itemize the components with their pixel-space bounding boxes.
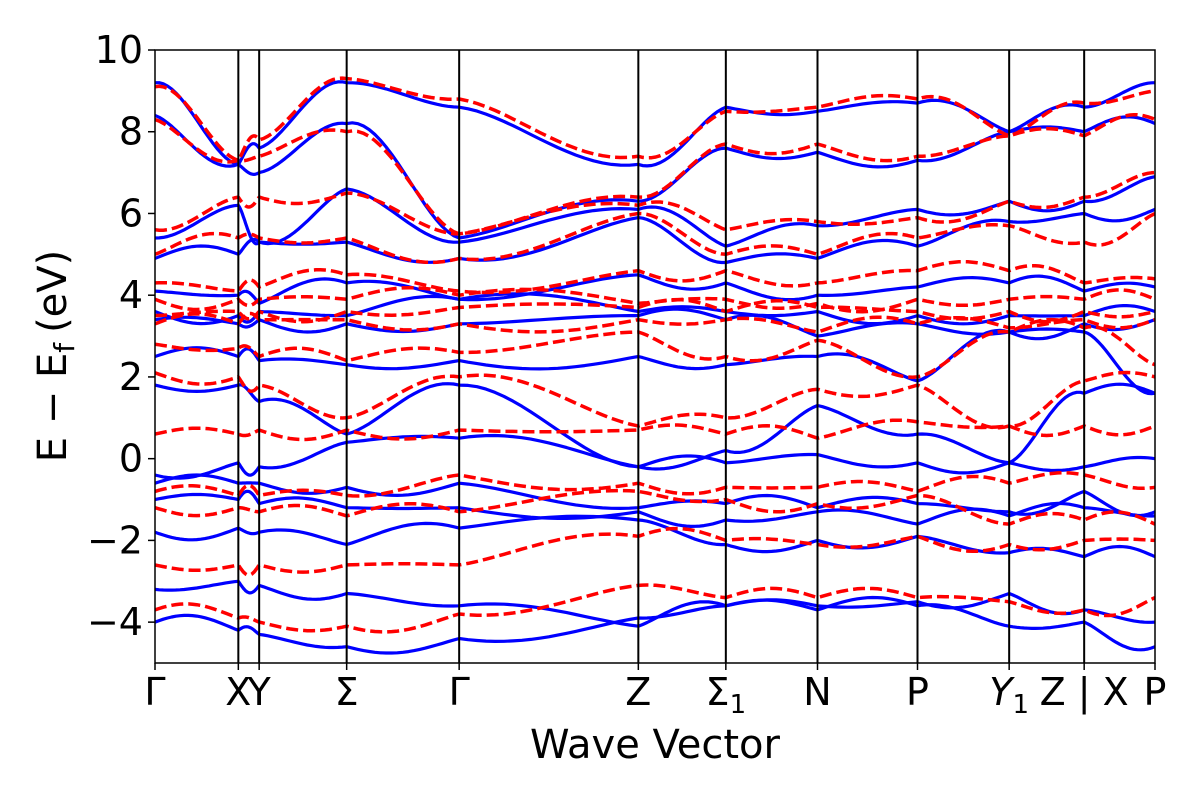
bands-layer — [155, 76, 1155, 655]
x-tick-label-text: Z — [625, 670, 651, 714]
x-axis-label: Wave Vector — [530, 722, 781, 768]
y-tick-label: 6 — [119, 191, 143, 235]
dashed-band-line — [155, 418, 1155, 442]
x-tick-label-text: Y — [247, 670, 272, 714]
y-tick-label: −4 — [87, 600, 143, 644]
y-tick-label: 10 — [95, 28, 143, 72]
x-tick-label: P — [906, 670, 929, 714]
solid-band-line — [155, 433, 1155, 480]
x-tick-label: Σ — [335, 670, 359, 714]
plot-background — [155, 50, 1155, 663]
x-tick-label: X — [225, 670, 251, 714]
solid-band-line — [155, 579, 1155, 628]
plot-frame — [154, 49, 1156, 664]
y-axis-label-main: E − E — [30, 353, 76, 463]
x-tick-label: P — [1144, 670, 1167, 714]
x-tick-label: Y — [247, 670, 272, 714]
x-tick-label-text: Σ — [335, 670, 359, 714]
x-tick-label: Σ1 — [706, 670, 747, 720]
x-tick-label-text: X — [225, 670, 251, 714]
y-tick-label: 8 — [119, 110, 143, 154]
x-tick-label-text: P — [906, 670, 929, 714]
y-axis-label-unit: (eV) — [30, 250, 76, 333]
dashed-band-line — [155, 370, 1155, 430]
x-tick-label-subscript: 1 — [1013, 690, 1030, 720]
x-tick-label-subscript: 1 — [730, 690, 747, 720]
y-tick-label: 2 — [119, 355, 143, 399]
dashed-band-line — [155, 259, 1155, 295]
x-tick-label-text: Y — [989, 670, 1015, 714]
dashed-band-line — [155, 285, 1155, 314]
dashed-band-line — [155, 526, 1155, 577]
solid-band-line — [155, 382, 1155, 471]
solid-band-line — [155, 514, 1155, 559]
dashed-band-line — [155, 76, 1155, 163]
x-tick-label-text: N — [803, 670, 831, 714]
solid-band-line — [155, 595, 1155, 655]
x-tick-label-text: Γ — [449, 670, 470, 714]
dashed-band-line — [155, 471, 1155, 498]
dashed-band-line — [155, 170, 1155, 236]
x-tick-label-text: P — [1144, 670, 1167, 714]
x-tick-label: Z — [625, 670, 651, 714]
x-tick-label: Y1 — [989, 670, 1029, 720]
y-axis-label: E − Ef (eV) — [30, 250, 81, 463]
x-tick-label: Z | X — [1040, 670, 1129, 715]
x-tick-label: N — [803, 670, 831, 714]
y-tick-label: −2 — [87, 518, 143, 562]
solid-band-line — [155, 273, 1155, 305]
y-tick-label: 4 — [119, 273, 143, 317]
y-axis-label-subscript: f — [48, 342, 81, 353]
dashed-band-line — [155, 488, 1155, 526]
solid-band-line — [155, 307, 1155, 341]
x-tick-label-text: Σ — [706, 670, 730, 714]
solid-band-line — [155, 489, 1155, 528]
solid-band-line — [155, 207, 1155, 265]
y-tick-label: 0 — [119, 437, 143, 481]
dashed-band-line — [155, 583, 1155, 634]
dashed-band-line — [155, 211, 1155, 265]
high-symmetry-lines — [237, 50, 1086, 663]
x-tick-label-text: Z | X — [1040, 670, 1129, 715]
x-tick-label: Γ — [449, 670, 470, 714]
x-tick-label-text: Γ — [144, 670, 165, 714]
x-tick-label: Γ — [144, 670, 165, 714]
y-axis-ticks: −4 −2 0 2 4 6 8 10 — [87, 28, 155, 644]
solid-band-line — [155, 80, 1155, 168]
